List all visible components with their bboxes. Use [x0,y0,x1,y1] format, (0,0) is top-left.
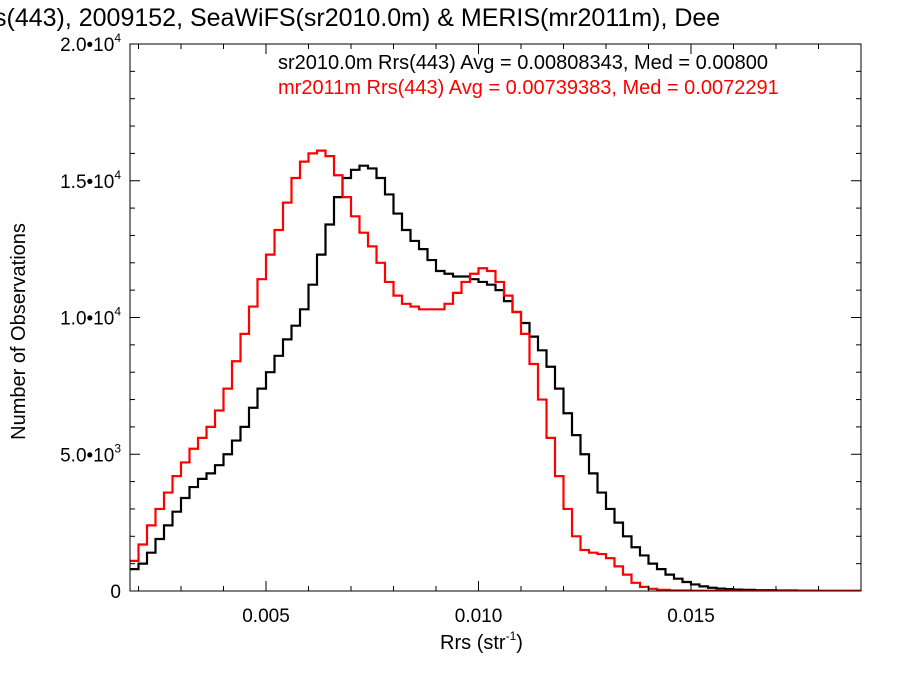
x-tick-label: 0.005 [242,606,290,627]
series-line-mr2011m [130,149,861,591]
plot-frame [129,43,862,592]
y-tick-label: 5.0•103 [60,441,121,466]
labels-layer: 0.005 0.010 0.015 0 5.0•103 1.0•104 1.5•104 2.0… [0,4,779,654]
x-tick-label: 0.015 [667,606,715,627]
y-axis-label: Number of Observations [8,223,30,440]
series-layer [130,149,861,591]
chart-title: s(443), 2009152, SeaWiFS(sr2010.0m) & ME… [0,4,720,32]
legend-entry-sr2010.0m: sr2010.0m Rrs(443) Avg = 0.00808343, Med… [278,52,768,74]
y-tick-label: 2.0•104 [60,31,121,56]
ticks-layer [130,43,862,592]
x-tick-label: 0.010 [455,606,503,627]
legend-entry-mr2011m: mr2011m Rrs(443) Avg = 0.00739383, Med =… [278,77,779,99]
y-tick-label: 0 [110,582,121,603]
y-tick-label: 1.5•104 [60,168,121,193]
y-tick-label: 1.0•104 [60,305,121,330]
series-line-sr2010.0m [130,164,861,591]
x-axis-label: Rrs (str-1) [440,629,523,654]
